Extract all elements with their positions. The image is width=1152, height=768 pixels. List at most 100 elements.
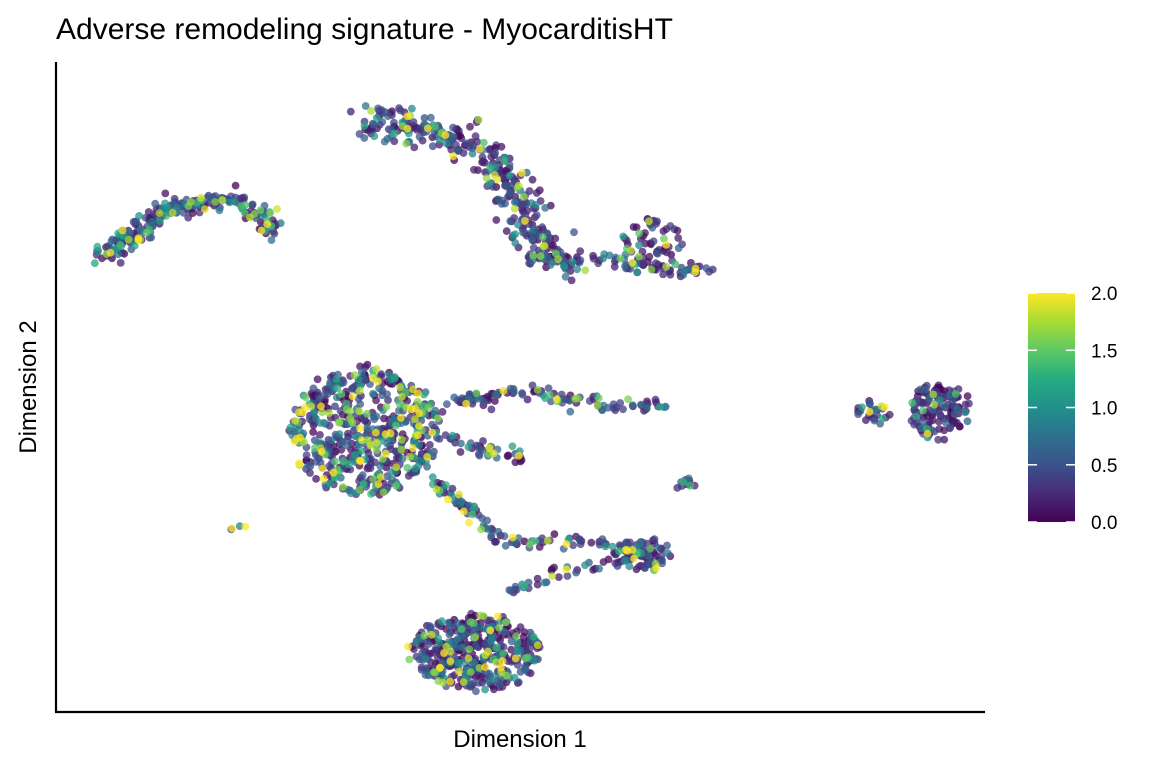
scatter-point xyxy=(658,559,666,568)
scatter-point xyxy=(348,392,357,401)
scatter-point xyxy=(496,680,504,689)
scatter-point xyxy=(628,258,637,267)
scatter-point xyxy=(432,646,441,655)
scatter-point xyxy=(379,488,388,497)
scatter-point xyxy=(415,422,423,430)
scatter-point xyxy=(384,396,392,405)
scatter-point xyxy=(390,118,398,127)
scatter-point xyxy=(355,386,364,395)
scatter-point xyxy=(339,483,347,491)
scatter-point xyxy=(106,248,115,257)
scatter-point xyxy=(371,428,380,437)
scatter-point xyxy=(301,393,310,402)
scatter-point xyxy=(454,682,463,691)
scatter-point xyxy=(680,267,688,276)
scatter-point xyxy=(383,390,391,399)
scatter-point xyxy=(372,114,381,122)
scatter-point xyxy=(511,239,520,247)
scatter-point xyxy=(431,123,439,131)
scatter-point xyxy=(862,416,870,424)
scatter-point xyxy=(429,668,438,676)
scatter-point xyxy=(240,209,249,217)
scatter-point xyxy=(415,132,424,141)
scatter-point xyxy=(666,222,675,230)
scatter-point xyxy=(317,402,325,411)
scatter-point xyxy=(378,118,387,126)
scatter-point xyxy=(241,522,250,531)
scatter-point xyxy=(257,226,266,235)
scatter-point xyxy=(468,510,477,519)
scatter-point xyxy=(512,585,521,594)
scatter-point xyxy=(520,582,529,591)
scatter-point xyxy=(403,112,412,121)
scatter-point xyxy=(188,209,197,218)
scatter-point xyxy=(554,573,563,581)
scatter-point xyxy=(528,381,537,390)
scatter-point xyxy=(514,181,523,190)
scatter-point xyxy=(507,645,516,654)
scatter-point xyxy=(928,416,937,425)
scatter-point xyxy=(518,169,526,177)
scatter-point xyxy=(309,384,318,393)
scatter-point xyxy=(370,415,379,424)
scatter-point xyxy=(527,199,536,208)
scatter-point xyxy=(474,444,483,452)
scatter-point xyxy=(548,258,557,266)
scatter-point xyxy=(492,643,501,652)
scatter-point xyxy=(426,113,435,122)
scatter-point xyxy=(508,442,517,451)
points-layer xyxy=(90,102,973,696)
scatter-point xyxy=(471,641,480,650)
scatter-point xyxy=(647,265,656,274)
scatter-point xyxy=(415,456,424,465)
scatter-point xyxy=(320,390,329,399)
scatter-point xyxy=(333,384,342,393)
scatter-point xyxy=(643,404,651,412)
colorbar-tick-label: 1.0 xyxy=(1091,399,1117,420)
scatter-point xyxy=(326,378,335,387)
scatter-point xyxy=(502,618,510,627)
scatter-point xyxy=(448,431,457,440)
scatter-point xyxy=(301,403,309,412)
scatter-point xyxy=(215,206,224,215)
scatter-point xyxy=(648,223,657,232)
scatter-point xyxy=(337,390,346,398)
scatter-point xyxy=(155,209,164,218)
scatter-point xyxy=(397,414,405,422)
scatter-point xyxy=(142,228,151,237)
scatter-point xyxy=(440,649,448,657)
scatter-point xyxy=(605,251,614,260)
scatter-point xyxy=(662,248,671,257)
scatter-point xyxy=(336,407,345,415)
scatter-point xyxy=(609,400,618,409)
scatter-point xyxy=(621,262,629,270)
scatter-point xyxy=(228,524,237,533)
scatter-point xyxy=(151,199,160,208)
scatter-point xyxy=(528,175,537,184)
scatter-point xyxy=(526,540,534,548)
scatter-point xyxy=(521,666,529,674)
scatter-point xyxy=(356,362,364,371)
scatter-point xyxy=(446,657,455,666)
scatter-point xyxy=(919,418,927,427)
scatter-point xyxy=(487,531,496,540)
scatter-point xyxy=(941,418,950,427)
scatter-point xyxy=(501,541,510,550)
scatter-point xyxy=(413,397,422,406)
scatter-point xyxy=(273,205,281,213)
scatter-point xyxy=(912,412,921,421)
scatter-point xyxy=(387,467,396,476)
scatter-point xyxy=(567,276,576,285)
scatter-point xyxy=(446,677,454,686)
scatter-point xyxy=(465,518,473,527)
scatter-point xyxy=(423,124,432,133)
scatter-point xyxy=(476,145,484,153)
scatter-point xyxy=(452,643,460,652)
scatter-point xyxy=(513,647,522,656)
scatter-point xyxy=(533,580,542,589)
scatter-point xyxy=(342,399,351,408)
scatter-point xyxy=(528,235,536,244)
scatter-point xyxy=(951,390,960,398)
scatter-point xyxy=(319,474,328,483)
scatter-point xyxy=(296,427,304,436)
